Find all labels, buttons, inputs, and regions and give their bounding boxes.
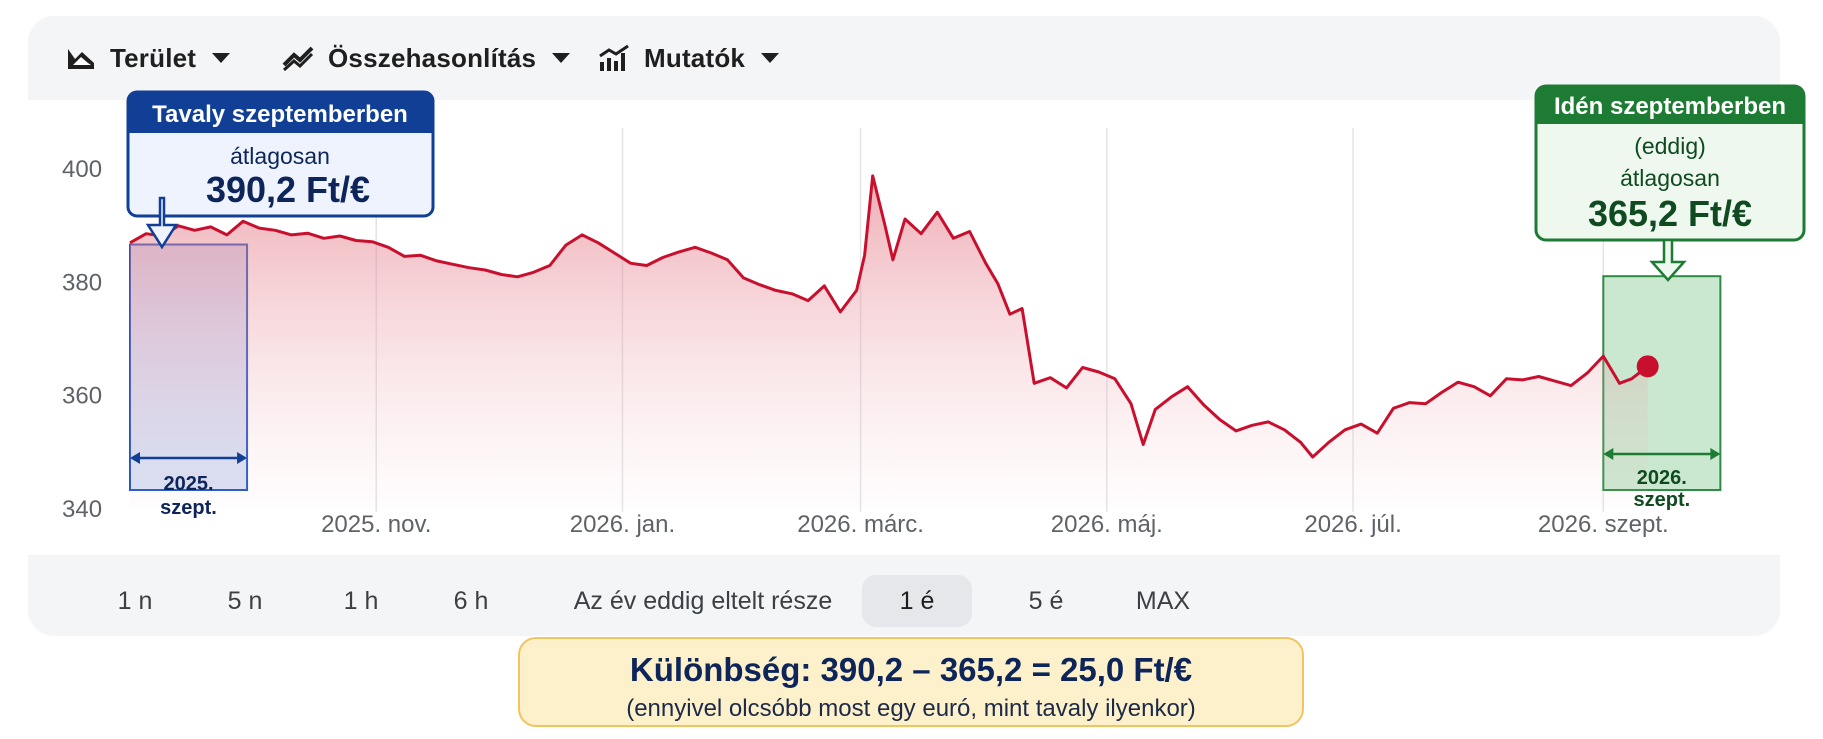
chevron-down-icon (761, 53, 780, 63)
compare-button[interactable]: Összehasonlítás (282, 16, 572, 100)
x-tick-label: 2026. máj. (1051, 511, 1163, 538)
last-year-down-arrow-icon (145, 196, 179, 250)
this-year-callout-line2: átlagosan (1620, 165, 1720, 191)
y-tick-label: 340 (62, 496, 102, 523)
x-tick-label: 2026. jan. (570, 511, 675, 538)
arrow-left-icon (130, 452, 140, 464)
indicators-button[interactable]: Mutatók (598, 16, 781, 100)
range-5d[interactable]: 5 n (227, 587, 263, 615)
range-5y[interactable]: 5 é (1028, 587, 1064, 615)
area-chart-icon (68, 49, 94, 69)
area-chart-label: Terület (110, 42, 197, 73)
chevron-down-icon (212, 53, 231, 63)
arrow-right-icon (1710, 448, 1721, 460)
last-year-callout-line1: átlagosan (230, 143, 330, 169)
arrow-left-icon (1603, 448, 1614, 460)
this-year-callout-title: Idén szeptemberben (1554, 93, 1786, 120)
range-1m[interactable]: 1 h (343, 587, 379, 615)
y-tick-label: 400 (62, 156, 102, 183)
indicators-icon (599, 44, 629, 71)
range-max[interactable]: MAX (1135, 587, 1191, 615)
series-area (130, 175, 1648, 508)
compare-icon (282, 46, 314, 71)
this-year-callout-line1: (eddig) (1634, 133, 1706, 159)
period-arrows (130, 448, 1721, 464)
last-year-callout-value: 390,2 Ft/€ (206, 169, 370, 210)
period-label: 2025. (163, 473, 213, 495)
difference-summary-box: Különbség: 390,2 – 365,2 = 25,0 Ft/€ (en… (518, 637, 1304, 727)
arrow-right-icon (237, 452, 248, 464)
exchange-rate-chart[interactable]: 400 380 360 340 2025. nov. 2026. jan. 2026. m… (0, 0, 1823, 640)
this-year-down-arrow-icon (1649, 238, 1687, 282)
range-6m[interactable]: 6 h (453, 587, 489, 615)
y-tick-label: 360 (62, 383, 102, 410)
x-tick-label: 2026. szept. (1538, 511, 1669, 538)
latest-point[interactable] (1636, 355, 1659, 378)
x-tick-label: 2025. nov. (321, 511, 431, 538)
chart-toolbar: Terület Összehasonlítás Mutatók (28, 16, 1780, 100)
period-label: szept. (1633, 489, 1690, 511)
last-year-callout-title: Tavaly szeptemberben (152, 101, 408, 128)
area-chart-button[interactable]: Terület (66, 16, 232, 100)
period-label: szept. (160, 497, 217, 519)
range-ytd[interactable]: Az év eddig eltelt része (573, 587, 833, 615)
this-year-callout: Idén szeptemberben (eddig) átlagosan 365… (1534, 84, 1806, 282)
period-labels: 2025.szept.2026.szept. (160, 467, 1690, 519)
series-line (129, 174, 1649, 459)
period-label: 2026. (1637, 467, 1687, 489)
y-axis: 400 380 360 340 (62, 156, 102, 523)
chevron-down-icon (552, 53, 571, 63)
range-1d[interactable]: 1 n (117, 587, 153, 615)
x-tick-label: 2026. márc. (797, 511, 924, 538)
y-tick-label: 380 (62, 269, 102, 296)
compare-label: Összehasonlítás (328, 42, 537, 73)
difference-summary-main: Különbség: 390,2 – 365,2 = 25,0 Ft/€ (629, 651, 1193, 688)
time-range-selector: 1 n 5 n 1 h 6 h Az év eddig eltelt része… (28, 562, 1780, 636)
indicators-label: Mutatók (644, 42, 746, 73)
range-1y[interactable]: 1 é (862, 575, 972, 627)
last-year-callout: Tavaly szeptemberben átlagosan 390,2 Ft/… (126, 90, 435, 250)
x-tick-label: 2026. júl. (1304, 511, 1401, 538)
difference-summary-sub: (ennyivel olcsóbb most egy euró, mint ta… (626, 695, 1196, 722)
x-axis: 2025. nov. 2026. jan. 2026. márc. 2026. máj… (321, 511, 1669, 538)
this-year-callout-value: 365,2 Ft/€ (1588, 193, 1752, 234)
